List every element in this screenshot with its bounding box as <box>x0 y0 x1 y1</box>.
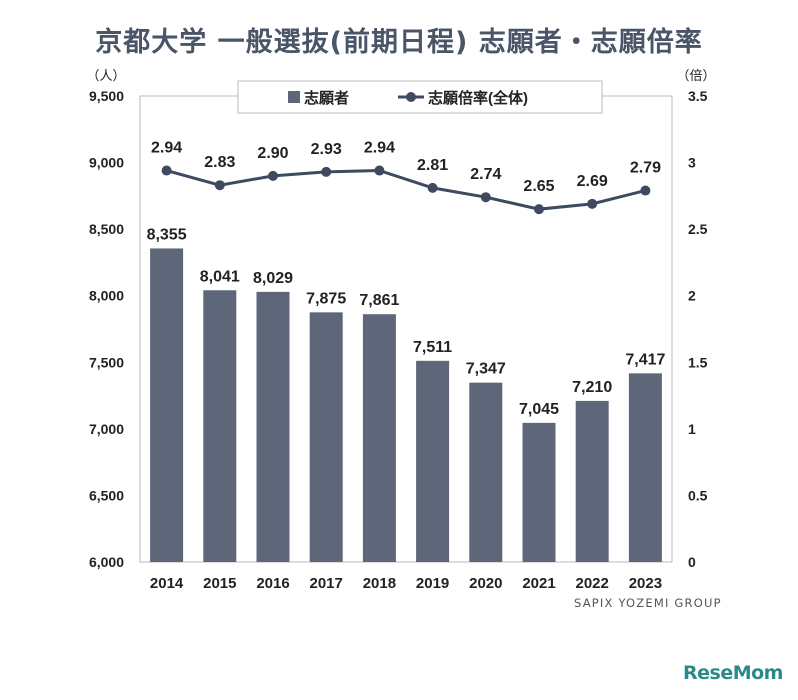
bar-value-label: 7,417 <box>625 351 665 368</box>
bar <box>575 400 609 562</box>
ratio-line <box>166 169 646 211</box>
bar <box>416 360 450 562</box>
bar <box>522 422 556 562</box>
x-axis-tick-label: 2019 <box>416 575 449 592</box>
bar-value-label: 7,210 <box>572 379 612 396</box>
x-axis-tick-label: 2022 <box>576 575 609 592</box>
right-axis-tick-label: 2.5 <box>688 221 708 237</box>
ratio-point <box>321 166 332 177</box>
ratio-value-label: 2.94 <box>151 140 182 157</box>
ratio-value-label: 2.74 <box>470 166 501 183</box>
bar-value-label: 8,041 <box>200 268 240 285</box>
x-axis-tick-label: 2015 <box>203 575 236 592</box>
legend-bar-label: 志願者 <box>304 89 349 107</box>
left-axis-tick-label: 9,000 <box>89 155 124 171</box>
x-axis-tick-label: 2017 <box>310 575 343 592</box>
bar <box>203 290 237 562</box>
bar <box>309 312 343 562</box>
bar-value-label: 8,029 <box>253 270 293 287</box>
left-axis-tick-label: 9,500 <box>89 88 124 104</box>
ratio-value-label: 2.93 <box>311 141 342 158</box>
ratio-value-label: 2.79 <box>630 160 661 177</box>
ratio-point <box>587 198 598 209</box>
x-axis-tick-label: 2023 <box>629 575 662 592</box>
ratio-value-label: 2.69 <box>577 173 608 190</box>
bar-value-label: 7,045 <box>519 401 559 418</box>
ratio-point <box>214 180 225 191</box>
left-axis-tick-label: 6,500 <box>89 487 124 503</box>
left-axis-tick-label: 8,000 <box>89 288 124 304</box>
ratio-point <box>427 182 438 193</box>
right-axis-unit: （倍） <box>676 68 715 83</box>
left-axis-tick-label: 7,500 <box>89 354 124 370</box>
brand-logo: ReseMom <box>683 662 783 684</box>
bar <box>628 373 662 562</box>
right-axis-tick-label: 2 <box>688 288 696 304</box>
chart-title: 京都大学 一般選抜(前期日程) 志願者・志願倍率 <box>95 27 703 58</box>
ratio-value-label: 2.65 <box>523 178 554 195</box>
x-axis-tick-label: 2016 <box>256 575 289 592</box>
right-axis-tick-label: 0 <box>688 554 696 570</box>
ratio-value-label: 2.90 <box>257 145 288 162</box>
left-axis-tick-label: 7,000 <box>89 421 124 437</box>
bar-value-label: 7,347 <box>466 361 506 378</box>
left-axis-unit: （人） <box>86 68 125 83</box>
bar-value-label: 7,875 <box>306 290 346 307</box>
bar <box>150 248 184 562</box>
x-axis-tick-label: 2018 <box>363 575 396 592</box>
ratio-value-label: 2.94 <box>364 140 395 157</box>
x-axis-tick-label: 2021 <box>522 575 555 592</box>
x-axis-tick-label: 2014 <box>150 575 184 592</box>
x-axis-tick-label: 2020 <box>469 575 502 592</box>
right-axis-tick-label: 1 <box>688 421 696 437</box>
ratio-point <box>480 192 491 203</box>
right-axis-tick-label: 3 <box>688 155 696 171</box>
bar <box>469 382 503 562</box>
bar-value-label: 8,355 <box>147 226 187 243</box>
left-axis-tick-label: 8,500 <box>89 221 124 237</box>
right-axis-tick-label: 1.5 <box>688 354 708 370</box>
ratio-point <box>374 165 385 176</box>
ratio-point <box>161 165 172 176</box>
left-axis-tick-label: 6,000 <box>89 554 124 570</box>
legend-line-label: 志願倍率(全体) <box>428 89 528 107</box>
right-axis-tick-label: 0.5 <box>688 487 708 503</box>
ratio-value-label: 2.83 <box>204 154 235 171</box>
bar-value-label: 7,511 <box>413 339 452 356</box>
right-axis-tick-label: 3.5 <box>688 88 708 104</box>
bar <box>256 291 290 562</box>
bar-value-label: 7,861 <box>359 292 399 309</box>
ratio-value-label: 2.81 <box>417 157 448 174</box>
legend-bar-swatch <box>288 91 300 103</box>
ratio-point <box>640 185 651 196</box>
ratio-point <box>268 170 278 181</box>
legend-line-marker <box>406 92 416 102</box>
ratio-point <box>534 204 544 215</box>
bar <box>362 314 396 562</box>
credit-text: SAPIX YOZEMI GROUP <box>574 596 722 610</box>
